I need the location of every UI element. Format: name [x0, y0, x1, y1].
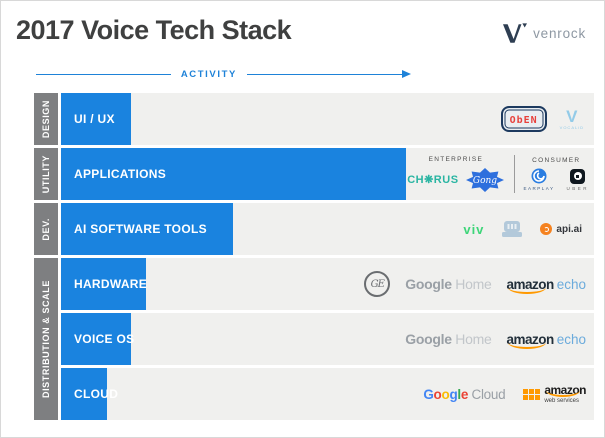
- row-applications-logos: ENTERPRISE CH❋RUS Gong CONSUMER: [407, 148, 589, 200]
- amazon-wordmark: amazon: [506, 276, 554, 294]
- bar-cloud: CLOUD: [61, 368, 118, 420]
- category-design-label: DESIGN: [41, 99, 51, 139]
- row-ui-ux-logos: ObEN V VOCALiD: [500, 93, 584, 145]
- apiai-logo-text: api.ai: [556, 223, 582, 235]
- earplay-logo: EARPLAY: [524, 168, 555, 191]
- google-home-logo: Google Home: [405, 276, 491, 292]
- row-hardware-logos: GE Google Home amazon echo: [364, 258, 586, 310]
- amazon-echo-logo: amazon echo: [506, 276, 586, 294]
- amazon-echo-echo: echo: [556, 331, 586, 347]
- gong-starburst-logo: Gong: [465, 167, 504, 192]
- category-dev-label: DEV.: [41, 217, 51, 241]
- gong-logo-text: Gong: [472, 176, 496, 186]
- enterprise-logos: CH❋RUS Gong: [407, 167, 504, 193]
- earplay-caption: EARPLAY: [523, 186, 555, 191]
- google-home-home: Home: [455, 276, 492, 292]
- bar-ai-software-tools: AI SOFTWARE TOOLS: [61, 203, 234, 255]
- axis-line-right: [246, 73, 402, 75]
- aws-amazon-wordmark: amazon: [544, 383, 586, 397]
- ge-monogram-text: GE: [370, 278, 385, 290]
- oben-logo: ObEN: [500, 106, 547, 132]
- viv-logo: viv: [463, 221, 485, 237]
- amazon-wordmark: amazon: [506, 331, 554, 349]
- row-ui-ux-label: UI / UX: [74, 112, 115, 126]
- enterprise-group: ENTERPRISE CH❋RUS Gong: [407, 156, 504, 193]
- uber-app-icon: [570, 168, 586, 184]
- amazon-smile-icon: [546, 390, 580, 397]
- typewriter-logo-icon: [502, 221, 523, 237]
- consumer-group: CONSUMER EARPLAY UBER: [524, 157, 589, 191]
- activity-axis-label: ACTIVITY: [180, 68, 237, 80]
- category-utility-label: UTILITY: [41, 154, 51, 194]
- row-applications: APPLICATIONS ENTERPRISE CH❋RUS Gong CONS…: [61, 148, 594, 200]
- consumer-label: CONSUMER: [532, 157, 581, 164]
- activity-axis: ACTIVITY: [36, 67, 411, 81]
- amazon-smile-icon: [508, 287, 547, 294]
- row-voice-os: VOICE OS Google Home amazon echo: [61, 313, 594, 365]
- row-cloud: CLOUD Google Cloud amazon web services: [61, 368, 594, 420]
- stack-chart: DESIGN UTILITY DEV. DISTRIBUTION & SCALE…: [34, 93, 594, 423]
- enterprise-label: ENTERPRISE: [428, 155, 484, 163]
- bar-voice-os: VOICE OS: [61, 313, 135, 365]
- row-voice-os-label: VOICE OS: [74, 332, 135, 346]
- apiai-speech-icon: [540, 223, 553, 235]
- row-voice-os-logos: Google Home amazon echo: [405, 313, 586, 365]
- google-cloud-cloud: Cloud: [471, 386, 506, 402]
- category-dev: DEV.: [34, 203, 58, 255]
- vocalid-v-icon: V: [566, 107, 578, 126]
- amazon-echo-logo: amazon echo: [506, 331, 586, 349]
- uber-caption: UBER: [566, 185, 589, 191]
- arrow-right-icon: [402, 70, 411, 78]
- row-hardware: HARDWARE GE Google Home amazon echo: [61, 258, 594, 310]
- venrock-wordmark: venrock: [533, 26, 586, 41]
- category-design: DESIGN: [34, 93, 58, 145]
- google-home-home: Home: [455, 331, 492, 347]
- bar-ui-ux: UI / UX: [61, 93, 131, 145]
- earplay-swirl-icon: [531, 168, 547, 184]
- page-title: 2017 Voice Tech Stack: [16, 15, 292, 45]
- row-applications-label: APPLICATIONS: [74, 167, 167, 181]
- axis-line-left: [36, 73, 171, 75]
- row-ui-ux: UI / UX ObEN V VOCALiD: [61, 93, 594, 145]
- ge-monogram-logo: GE: [364, 271, 391, 297]
- venrock-logo: venrock: [503, 23, 586, 44]
- venrock-v-icon: [503, 23, 528, 43]
- bar-hardware: HARDWARE: [61, 258, 148, 310]
- vocalid-caption: VOCALiD: [559, 125, 584, 130]
- bar-applications: APPLICATIONS: [61, 148, 406, 200]
- google-home-logo: Google Home: [405, 331, 491, 347]
- enterprise-consumer-divider: [513, 155, 515, 193]
- google-cloud-logo: Google Cloud: [423, 386, 506, 402]
- aws-web-services-caption: web services: [544, 398, 579, 404]
- google-home-google: Google: [405, 331, 452, 347]
- google-home-google: Google: [405, 276, 452, 292]
- category-utility: UTILITY: [34, 148, 58, 200]
- row-ai-software-tools: AI SOFTWARE TOOLS viv api.ai: [61, 203, 594, 255]
- chorus-logo: CH❋RUS: [407, 174, 459, 186]
- aws-logo: amazon web services: [523, 384, 586, 404]
- oben-logo-text: ObEN: [509, 115, 538, 126]
- amazon-smile-icon: [508, 342, 547, 349]
- row-cloud-logos: Google Cloud amazon web services: [423, 368, 586, 420]
- vocalid-logo: V VOCALiD: [560, 108, 584, 130]
- aws-text: amazon web services: [544, 384, 586, 404]
- row-ai-software-tools-logos: viv api.ai: [463, 203, 582, 255]
- category-distribution-scale-label: DISTRIBUTION & SCALE: [41, 279, 51, 398]
- row-hardware-label: HARDWARE: [74, 277, 148, 291]
- row-cloud-label: CLOUD: [74, 387, 119, 401]
- uber-logo: UBER: [566, 168, 589, 191]
- category-distribution-scale: DISTRIBUTION & SCALE: [34, 258, 58, 420]
- aws-cubes-icon: [523, 388, 541, 400]
- row-ai-software-tools-label: AI SOFTWARE TOOLS: [74, 222, 207, 236]
- apiai-logo: api.ai: [540, 223, 582, 235]
- consumer-logos: EARPLAY UBER: [524, 168, 589, 191]
- amazon-echo-echo: echo: [556, 276, 586, 292]
